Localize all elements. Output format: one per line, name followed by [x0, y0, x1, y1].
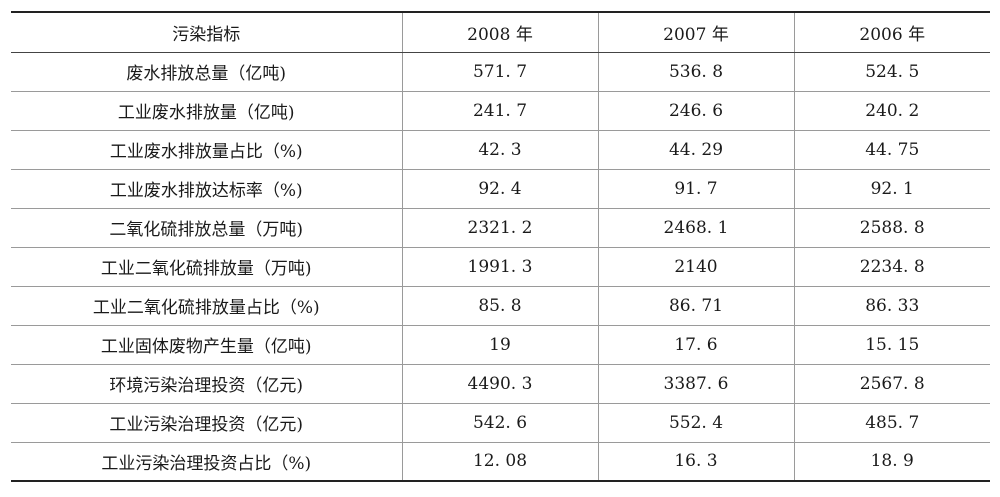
value-2007-cell: 2468. 1 — [597, 208, 794, 248]
indicator-cell: 工业污染治理投资（亿元) — [11, 403, 402, 443]
value-2006-cell: 524. 5 — [793, 52, 990, 92]
indicator-cell: 工业废水排放达标率（%) — [11, 169, 402, 209]
value-2007-cell: 2140 — [597, 247, 794, 287]
table-row: 工业废水排放量（亿吨) 241. 7 246. 6 240. 2 — [11, 91, 990, 131]
value-2008-cell: 85. 8 — [401, 286, 598, 326]
table-row: 工业固体废物产生量（亿吨) 19 17. 6 15. 15 — [11, 325, 990, 365]
indicator-cell: 工业废水排放量（亿吨) — [11, 91, 402, 131]
header-2008: 2008 年 — [401, 11, 598, 53]
value-2008-cell: 2321. 2 — [401, 208, 598, 248]
value-2007-cell: 16. 3 — [597, 442, 794, 482]
value-2008-cell: 571. 7 — [401, 52, 598, 92]
value-2006-cell: 92. 1 — [793, 169, 990, 209]
indicator-cell: 工业废水排放量占比（%) — [11, 130, 402, 170]
table-row: 工业二氧化硫排放量占比（%) 85. 8 86. 71 86. 33 — [11, 286, 990, 326]
value-2008-cell: 4490. 3 — [401, 364, 598, 404]
indicator-cell: 二氧化硫排放总量（万吨) — [11, 208, 402, 248]
value-2006-cell: 240. 2 — [793, 91, 990, 131]
value-2007-cell: 3387. 6 — [597, 364, 794, 404]
value-2008-cell: 42. 3 — [401, 130, 598, 170]
value-2008-cell: 1991. 3 — [401, 247, 598, 287]
value-2006-cell: 44. 75 — [793, 130, 990, 170]
value-2007-cell: 44. 29 — [597, 130, 794, 170]
value-2006-cell: 18. 9 — [793, 442, 990, 482]
value-2006-cell: 485. 7 — [793, 403, 990, 443]
value-2007-cell: 536. 8 — [597, 52, 794, 92]
table-row: 废水排放总量（亿吨) 571. 7 536. 8 524. 5 — [11, 52, 990, 92]
value-2007-cell: 246. 6 — [597, 91, 794, 131]
value-2006-cell: 2234. 8 — [793, 247, 990, 287]
table-row: 工业废水排放达标率（%) 92. 4 91. 7 92. 1 — [11, 169, 990, 209]
value-2008-cell: 241. 7 — [401, 91, 598, 131]
header-2007: 2007 年 — [597, 11, 794, 53]
indicator-cell: 废水排放总量（亿吨) — [11, 52, 402, 92]
table-row: 工业二氧化硫排放量（万吨) 1991. 3 2140 2234. 8 — [11, 247, 990, 287]
indicator-cell: 工业二氧化硫排放量（万吨) — [11, 247, 402, 287]
indicator-cell: 工业污染治理投资占比（%) — [11, 442, 402, 482]
pollution-indicators-table: 污染指标 2008 年 2007 年 2006 年 废水排放总量（亿吨) 571… — [11, 11, 990, 482]
value-2006-cell: 2567. 8 — [793, 364, 990, 404]
value-2007-cell: 91. 7 — [597, 169, 794, 209]
value-2008-cell: 12. 08 — [401, 442, 598, 482]
header-indicator: 污染指标 — [11, 11, 402, 53]
header-row: 污染指标 2008 年 2007 年 2006 年 — [11, 11, 990, 53]
table-row: 工业污染治理投资占比（%) 12. 08 16. 3 18. 9 — [11, 442, 990, 482]
value-2007-cell: 17. 6 — [597, 325, 794, 365]
value-2008-cell: 542. 6 — [401, 403, 598, 443]
table-row: 环境污染治理投资（亿元) 4490. 3 3387. 6 2567. 8 — [11, 364, 990, 404]
table-row: 二氧化硫排放总量（万吨) 2321. 2 2468. 1 2588. 8 — [11, 208, 990, 248]
value-2006-cell: 15. 15 — [793, 325, 990, 365]
table-row: 工业污染治理投资（亿元) 542. 6 552. 4 485. 7 — [11, 403, 990, 443]
indicator-cell: 工业固体废物产生量（亿吨) — [11, 325, 402, 365]
value-2007-cell: 86. 71 — [597, 286, 794, 326]
value-2006-cell: 2588. 8 — [793, 208, 990, 248]
table-header: 污染指标 2008 年 2007 年 2006 年 — [11, 11, 990, 53]
indicator-cell: 环境污染治理投资（亿元) — [11, 364, 402, 404]
value-2008-cell: 19 — [401, 325, 598, 365]
table-body: 废水排放总量（亿吨) 571. 7 536. 8 524. 5 工业废水排放量（… — [11, 52, 990, 482]
value-2006-cell: 86. 33 — [793, 286, 990, 326]
header-2006: 2006 年 — [793, 11, 990, 53]
value-2008-cell: 92. 4 — [401, 169, 598, 209]
value-2007-cell: 552. 4 — [597, 403, 794, 443]
indicator-cell: 工业二氧化硫排放量占比（%) — [11, 286, 402, 326]
table-row: 工业废水排放量占比（%) 42. 3 44. 29 44. 75 — [11, 130, 990, 170]
